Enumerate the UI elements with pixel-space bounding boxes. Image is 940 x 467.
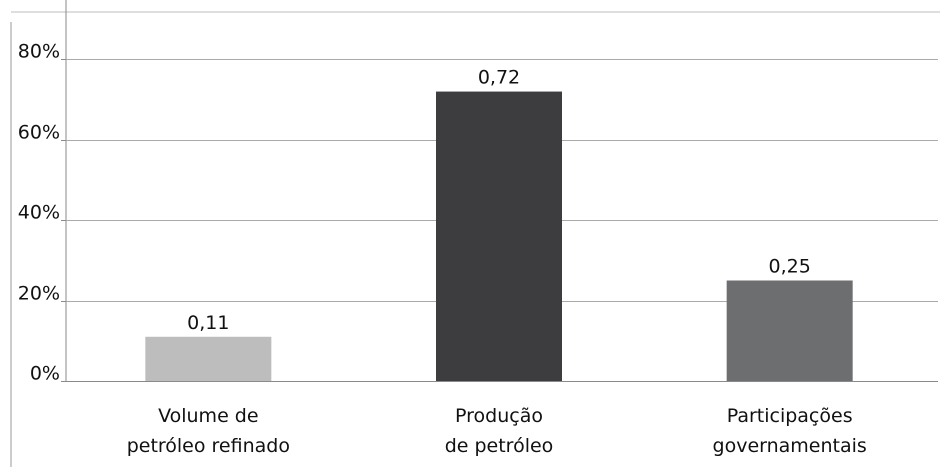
y-tick-label: 40% — [18, 202, 60, 224]
bar — [145, 336, 272, 381]
bar-value-label: 0,72 — [478, 67, 520, 89]
bar — [436, 91, 562, 381]
chart-frame — [10, 0, 940, 467]
data-labels: 0,11 0,72 0,25 — [187, 67, 811, 334]
y-axis-ticks: 0% 20% 40% 60% 80% — [18, 41, 66, 385]
y-tick-label: 60% — [18, 122, 60, 144]
x-axis-categories: Volume de petróleo refinado Produção de pet… — [127, 405, 867, 457]
bar-value-label: 0,11 — [187, 312, 229, 334]
bars — [145, 91, 853, 381]
y-tick-label: 0% — [30, 363, 60, 385]
x-category-label: Produção de petróleo — [445, 405, 554, 457]
x-category-label: Volume de petróleo refinado — [127, 405, 290, 457]
bar — [726, 280, 853, 381]
bar-value-label: 0,25 — [769, 256, 811, 278]
y-tick-label: 80% — [18, 41, 60, 63]
y-tick-label: 20% — [18, 283, 60, 305]
x-category-label: Participações governamentais — [713, 405, 867, 457]
